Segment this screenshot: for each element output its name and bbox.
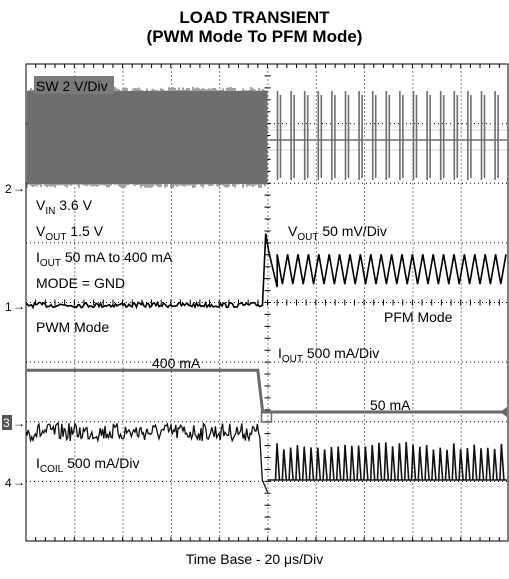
iout-subscript: OUT bbox=[40, 258, 61, 269]
ch4-marker-label: 4 bbox=[5, 476, 12, 490]
icoil-subscript: COIL bbox=[40, 464, 64, 475]
vout-label: VOUT 1.5 V bbox=[36, 223, 104, 243]
sw-pwm-band bbox=[27, 91, 268, 184]
vout-scale-main: V bbox=[288, 223, 298, 239]
title-line-2: (PWM Mode To PFM Mode) bbox=[146, 27, 363, 46]
ch3-marker-box bbox=[2, 415, 12, 430]
vout-scale-label: VOUT 50 mV/Div bbox=[288, 223, 387, 243]
iout-scale-value: 500 mA/Div bbox=[303, 345, 379, 361]
vout-value: 1.5 V bbox=[66, 223, 103, 239]
time-base-label: Time Base - 20 μs/Div bbox=[0, 551, 509, 567]
trace-labels: SW 2 V/Div VIN 3.6 V VOUT 1.5 V IOUT 50 … bbox=[34, 76, 453, 475]
timebase-mu: μ bbox=[284, 551, 293, 567]
ch2-marker-arrow: → bbox=[13, 181, 25, 195]
chart-title: LOAD TRANSIENT (PWM Mode To PFM Mode) bbox=[0, 8, 509, 46]
icoil-value: 500 mA/Div bbox=[63, 455, 139, 471]
vin-label: VIN 3.6 V bbox=[36, 197, 93, 217]
pwm-mode-label: PWM Mode bbox=[36, 319, 109, 335]
vout-scale-subscript: OUT bbox=[297, 232, 318, 243]
icoil-label: ICOIL 500 mA/Div bbox=[36, 455, 139, 475]
icoil-pwm-trace bbox=[26, 421, 269, 493]
level-400-label: 400 mA bbox=[152, 355, 201, 371]
ch2-marker-label: 2 bbox=[5, 182, 12, 196]
vin-main: V bbox=[36, 197, 46, 213]
sw-label-bg bbox=[34, 76, 114, 94]
vout-subscript: OUT bbox=[45, 232, 66, 243]
ch3-marker-label: 3 bbox=[3, 416, 10, 430]
trigger-position-box bbox=[260, 411, 273, 423]
title-line-1: LOAD TRANSIENT bbox=[179, 8, 330, 27]
iout-value: 50 mA to 400 mA bbox=[61, 249, 173, 265]
vout-trace bbox=[26, 233, 507, 310]
iout-trigger-arrow bbox=[500, 407, 507, 417]
icoil-main: I bbox=[36, 455, 40, 471]
vout-main: V bbox=[36, 223, 46, 239]
iout-scale-subscript: OUT bbox=[282, 354, 303, 365]
ch1-marker-arrow: → bbox=[13, 299, 25, 313]
sw-pfm-ringing bbox=[267, 129, 507, 151]
vout-scale-value: 50 mV/Div bbox=[318, 223, 386, 239]
timebase-suffix: s/Div bbox=[292, 551, 324, 567]
iout-trace bbox=[27, 368, 503, 414]
icoil-pfm-pulses bbox=[267, 442, 507, 481]
sw-pfm-bursts bbox=[267, 91, 507, 180]
pfm-mode-label: PFM Mode bbox=[384, 309, 453, 325]
level-50-label: 50 mA bbox=[370, 397, 411, 413]
ch1-marker-label: 1 bbox=[5, 300, 12, 314]
iout-main: I bbox=[36, 249, 40, 265]
timebase-prefix: Time Base - 20 bbox=[185, 551, 285, 567]
ch4-marker-arrow: → bbox=[13, 475, 25, 489]
sw-scale-label: SW 2 V/Div bbox=[36, 78, 108, 94]
ch3-marker-arrow: → bbox=[13, 416, 25, 430]
scope-traces bbox=[26, 87, 507, 493]
iout-label: IOUT 50 mA to 400 mA bbox=[36, 249, 173, 269]
iout-scale-main: I bbox=[278, 345, 282, 361]
channel-markers: 2 → 1 → 3 → 4 → bbox=[2, 181, 25, 490]
mode-label: MODE = GND bbox=[36, 275, 125, 291]
grid-ticks bbox=[25, 63, 500, 541]
vin-subscript: IN bbox=[45, 206, 55, 217]
iout-scale-label: IOUT 500 mA/Div bbox=[278, 345, 379, 365]
vin-value: 3.6 V bbox=[55, 197, 92, 213]
